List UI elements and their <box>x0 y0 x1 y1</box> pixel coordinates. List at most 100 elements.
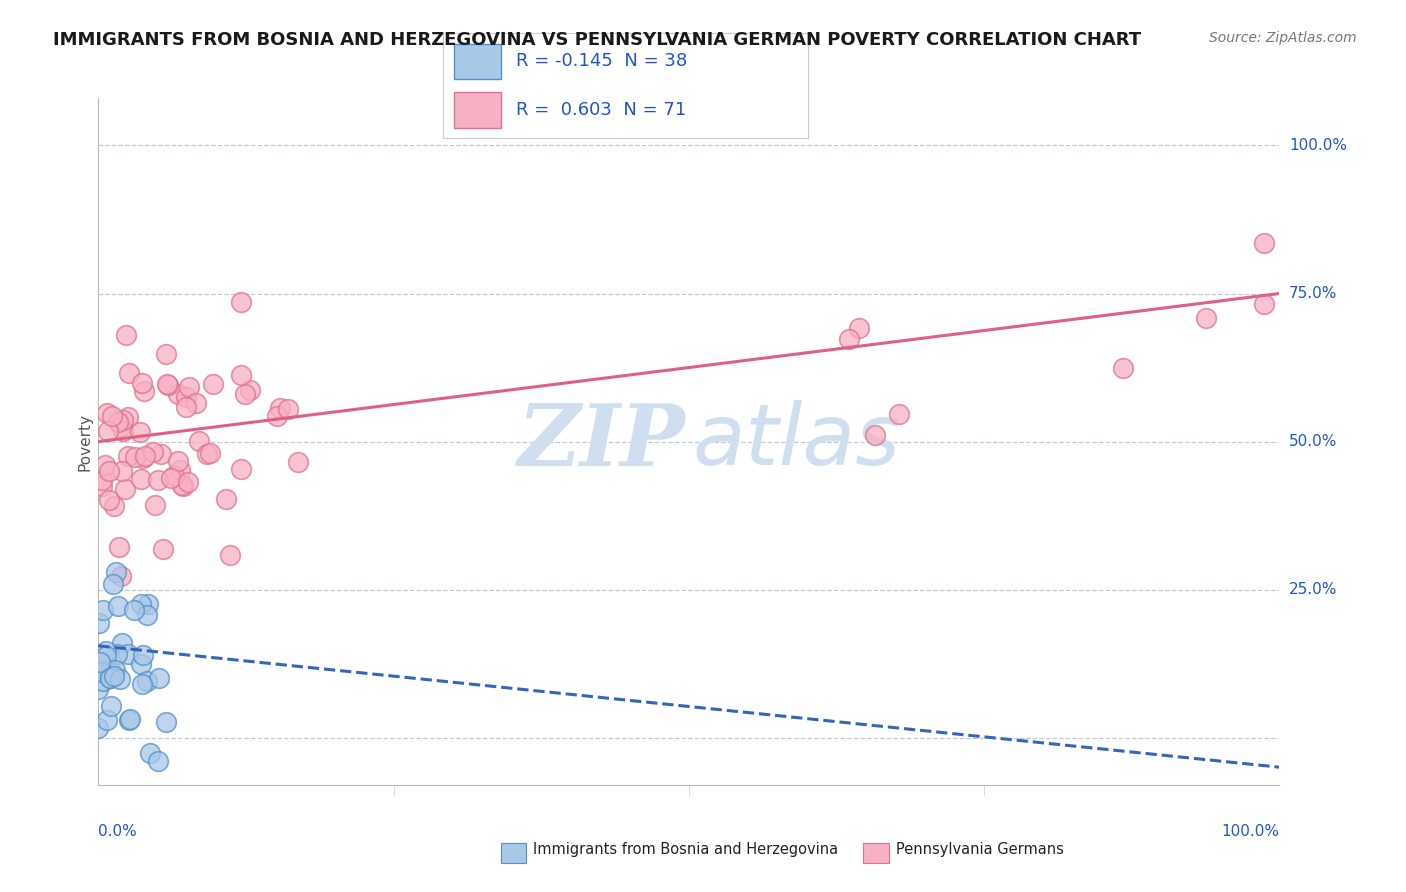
Point <box>269 401 291 415</box>
Point <box>87 722 110 736</box>
Point <box>101 670 124 684</box>
Point <box>124 450 146 464</box>
Point <box>98 671 121 685</box>
Text: Immigrants from Bosnia and Herzegovina: Immigrants from Bosnia and Herzegovina <box>533 842 838 856</box>
Point <box>131 376 153 390</box>
Text: 25.0%: 25.0% <box>1289 582 1337 597</box>
Text: 100.0%: 100.0% <box>1289 138 1347 153</box>
Point <box>93 674 115 689</box>
Text: 0.0%: 0.0% <box>98 824 138 838</box>
FancyBboxPatch shape <box>454 44 502 79</box>
Point <box>87 681 110 696</box>
Text: ZIP: ZIP <box>517 400 685 483</box>
Point <box>887 408 910 422</box>
Point <box>90 473 112 487</box>
Point <box>107 415 129 429</box>
Point <box>266 409 288 423</box>
Point <box>110 672 132 686</box>
Point <box>155 714 177 729</box>
Point <box>117 647 139 661</box>
Point <box>98 493 121 508</box>
Point <box>94 649 117 664</box>
Point <box>105 565 128 579</box>
Point <box>287 455 309 469</box>
Point <box>103 669 125 683</box>
Point <box>129 598 152 612</box>
Point <box>848 320 870 334</box>
Point <box>143 498 166 512</box>
Point <box>118 366 141 380</box>
Point <box>163 469 186 483</box>
Point <box>96 406 118 420</box>
Text: 50.0%: 50.0% <box>1289 434 1337 449</box>
Point <box>177 380 200 394</box>
Point <box>1195 311 1218 326</box>
Point <box>104 663 127 677</box>
Point <box>174 400 197 414</box>
Point <box>148 671 170 685</box>
Point <box>160 471 183 485</box>
Point <box>91 603 114 617</box>
Point <box>134 449 156 463</box>
Point <box>156 376 179 391</box>
Point <box>169 463 191 477</box>
Point <box>277 402 299 417</box>
Point <box>122 602 145 616</box>
Point <box>128 425 150 439</box>
Point <box>103 499 125 513</box>
Point <box>105 647 128 661</box>
Point <box>131 451 153 466</box>
Point <box>838 332 860 346</box>
Point <box>112 424 135 438</box>
FancyBboxPatch shape <box>454 92 502 128</box>
Point <box>195 447 218 461</box>
Point <box>131 677 153 691</box>
Text: Source: ZipAtlas.com: Source: ZipAtlas.com <box>1209 31 1357 45</box>
Point <box>89 616 111 631</box>
Point <box>132 648 155 662</box>
Text: atlas: atlas <box>693 400 900 483</box>
Point <box>1253 235 1275 250</box>
Point <box>166 454 188 468</box>
Point <box>90 479 112 493</box>
Point <box>136 674 159 689</box>
Point <box>97 465 120 479</box>
Point <box>152 541 174 556</box>
Point <box>96 714 118 728</box>
Point <box>200 446 222 460</box>
Point <box>231 368 253 383</box>
Point <box>239 383 262 397</box>
Point <box>100 671 122 685</box>
Text: R =  0.603  N = 71: R = 0.603 N = 71 <box>516 101 686 119</box>
Text: IMMIGRANTS FROM BOSNIA AND HERZEGOVINA VS PENNSYLVANIA GERMAN POVERTY CORRELATIO: IMMIGRANTS FROM BOSNIA AND HERZEGOVINA V… <box>53 31 1142 49</box>
Point <box>202 377 225 392</box>
Point <box>117 450 139 464</box>
Point <box>174 390 197 404</box>
Point <box>111 413 134 427</box>
Point <box>215 492 238 507</box>
Point <box>100 699 122 714</box>
Point <box>97 424 120 438</box>
Point <box>115 327 138 342</box>
Point <box>132 384 155 398</box>
Point <box>129 472 152 486</box>
Point <box>166 386 188 401</box>
Point <box>107 599 129 613</box>
Point <box>150 447 173 461</box>
Point <box>110 569 132 583</box>
Text: 100.0%: 100.0% <box>1222 824 1279 838</box>
Y-axis label: Poverty: Poverty <box>77 412 93 471</box>
Point <box>142 445 165 459</box>
Point <box>148 473 170 487</box>
Point <box>114 482 136 496</box>
Point <box>89 656 111 670</box>
Point <box>172 478 194 492</box>
Point <box>157 377 180 392</box>
Point <box>110 419 132 434</box>
Point <box>172 479 194 493</box>
Text: R = -0.145  N = 38: R = -0.145 N = 38 <box>516 53 688 70</box>
Point <box>94 458 117 473</box>
Point <box>863 428 886 442</box>
Point <box>139 746 162 760</box>
Point <box>111 464 134 478</box>
